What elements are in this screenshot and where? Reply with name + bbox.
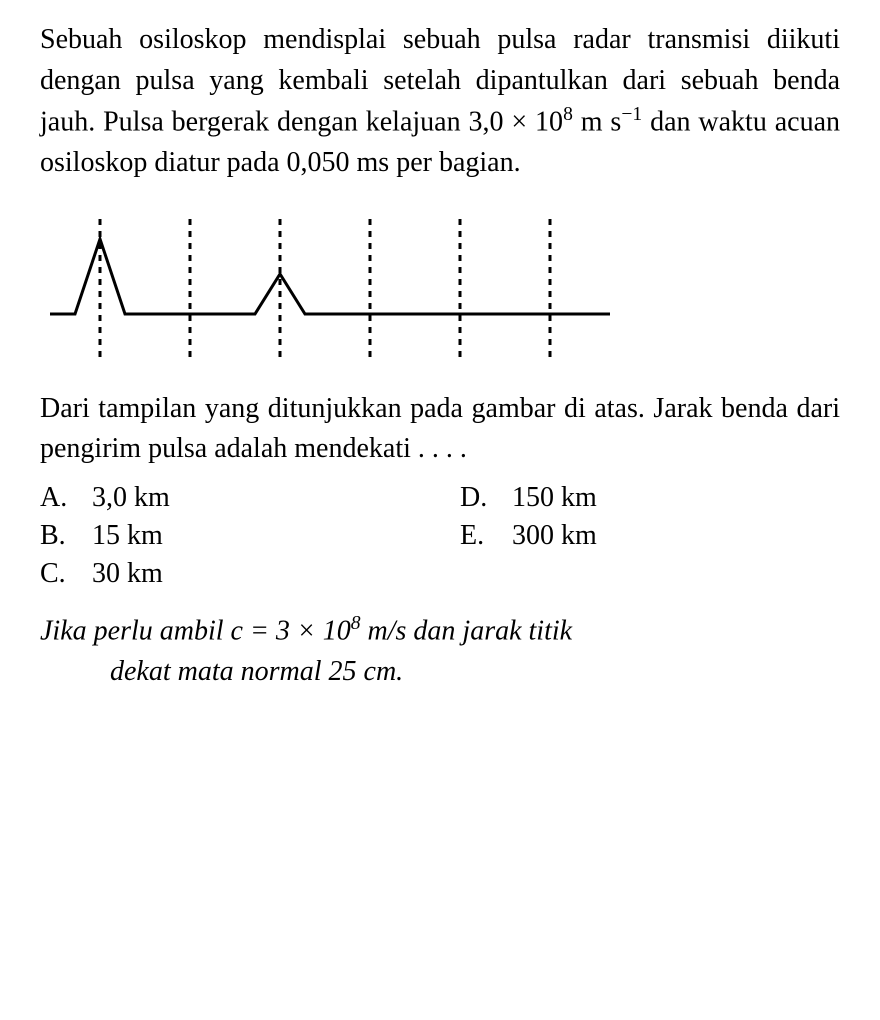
option-e-letter: E. bbox=[460, 520, 492, 552]
option-c-letter: C. bbox=[40, 558, 72, 590]
option-a-text: 3,0 km bbox=[92, 482, 170, 514]
option-e-text: 300 km bbox=[512, 520, 597, 552]
option-c-text: 30 km bbox=[92, 558, 163, 590]
option-b: B. 15 km bbox=[40, 520, 420, 552]
option-e: E. 300 km bbox=[460, 520, 840, 552]
oscilloscope-trace-svg bbox=[40, 204, 620, 364]
option-d-letter: D. bbox=[460, 482, 492, 514]
footnote-line-1: Jika perlu ambil c = 3 × 108 m/s dan jar… bbox=[40, 610, 840, 652]
option-b-text: 15 km bbox=[92, 520, 163, 552]
footnote-line-2: dekat mata normal 25 cm. bbox=[40, 652, 840, 693]
answer-options: A. 3,0 km D. 150 km B. 15 km E. 300 km C… bbox=[40, 482, 840, 590]
option-a: A. 3,0 km bbox=[40, 482, 420, 514]
footnote: Jika perlu ambil c = 3 × 108 m/s dan jar… bbox=[40, 610, 840, 693]
option-b-letter: B. bbox=[40, 520, 72, 552]
oscilloscope-diagram bbox=[40, 204, 620, 364]
option-d: D. 150 km bbox=[460, 482, 840, 514]
question-paragraph-2: Dari tampilan yang ditunjukkan pada gamb… bbox=[40, 389, 840, 470]
option-c: C. 30 km bbox=[40, 558, 420, 590]
question-paragraph-1: Sebuah osiloskop mendisplai sebuah pulsa… bbox=[40, 20, 840, 184]
option-a-letter: A. bbox=[40, 482, 72, 514]
option-d-text: 150 km bbox=[512, 482, 597, 514]
